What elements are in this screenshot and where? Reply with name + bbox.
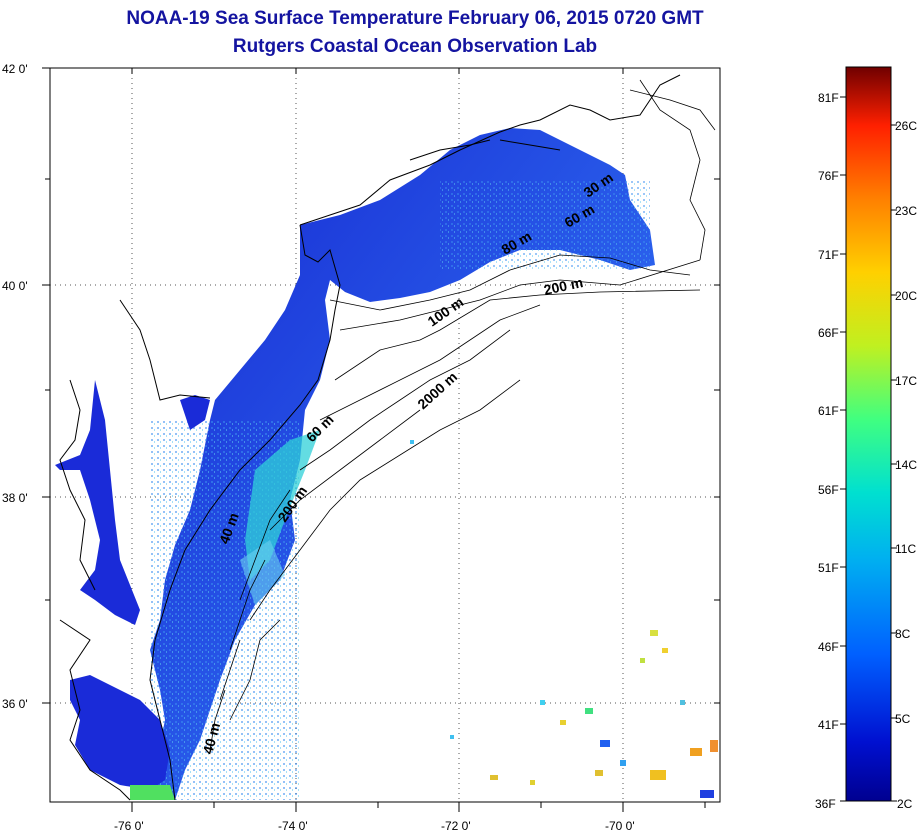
bathymetry-contours bbox=[209, 79, 716, 751]
cb-f-46: 46F bbox=[818, 640, 839, 654]
cb-c-8: 8C bbox=[895, 627, 911, 641]
latitude-labels: 42 0' 40 0' 38 0' 36 0' bbox=[2, 62, 28, 711]
lat-label-38: 38 0' bbox=[2, 491, 28, 505]
colorbar-gradient bbox=[845, 66, 892, 802]
coastline bbox=[59, 74, 681, 801]
lon-label-74: -74 0' bbox=[278, 819, 308, 832]
cb-c-26: 26C bbox=[895, 119, 917, 133]
colorbar: 81F 76F 71F 66F 61F 56F 51F 46F 41F 36F … bbox=[815, 66, 917, 811]
lon-label-72: -72 0' bbox=[441, 819, 471, 832]
cb-c-5: 5C bbox=[895, 712, 911, 726]
inland-waters bbox=[55, 380, 210, 800]
cb-f-66: 66F bbox=[818, 326, 839, 340]
depth-label-40m-south: 40 m bbox=[199, 721, 223, 756]
tick-marks bbox=[42, 67, 720, 812]
cb-c-23: 23C bbox=[895, 204, 917, 218]
longitude-labels: -76 0' -74 0' -72 0' -70 0' bbox=[114, 819, 635, 832]
colorbar-ticks bbox=[840, 96, 897, 802]
cb-f-61: 61F bbox=[818, 404, 839, 418]
cb-c-11: 11C bbox=[895, 542, 916, 556]
cb-f-71: 71F bbox=[818, 248, 839, 262]
offshore-warm-patches bbox=[410, 440, 718, 798]
colorbar-fahrenheit-labels: 81F 76F 71F 66F 61F 56F 51F 46F 41F 36F bbox=[815, 91, 839, 811]
cb-c-2: 2C bbox=[897, 797, 913, 811]
sst-shelf-coverage bbox=[140, 128, 655, 800]
lat-label-42: 42 0' bbox=[2, 62, 28, 76]
map-subtitle: Rutgers Coastal Ocean Observation Lab bbox=[232, 36, 598, 57]
cb-c-17: 17C bbox=[895, 374, 917, 388]
cb-f-81: 81F bbox=[818, 91, 839, 105]
map-title: NOAA-19 Sea Surface Temperature February… bbox=[126, 8, 704, 29]
cb-f-41: 41F bbox=[818, 718, 839, 732]
cb-f-51: 51F bbox=[818, 561, 839, 575]
cb-f-76: 76F bbox=[818, 169, 839, 183]
colorbar-celsius-labels: 26C 23C 20C 17C 14C 11C 8C 5C 2C bbox=[895, 119, 917, 811]
lon-label-76: -76 0' bbox=[114, 819, 144, 832]
cb-f-56: 56F bbox=[818, 483, 839, 497]
cb-c-20: 20C bbox=[895, 289, 917, 303]
cb-f-36: 36F bbox=[815, 797, 836, 811]
cb-c-14: 14C bbox=[895, 458, 917, 472]
lon-label-70: -70 0' bbox=[605, 819, 635, 832]
lat-label-40: 40 0' bbox=[2, 279, 28, 293]
lat-label-36: 36 0' bbox=[2, 697, 28, 711]
